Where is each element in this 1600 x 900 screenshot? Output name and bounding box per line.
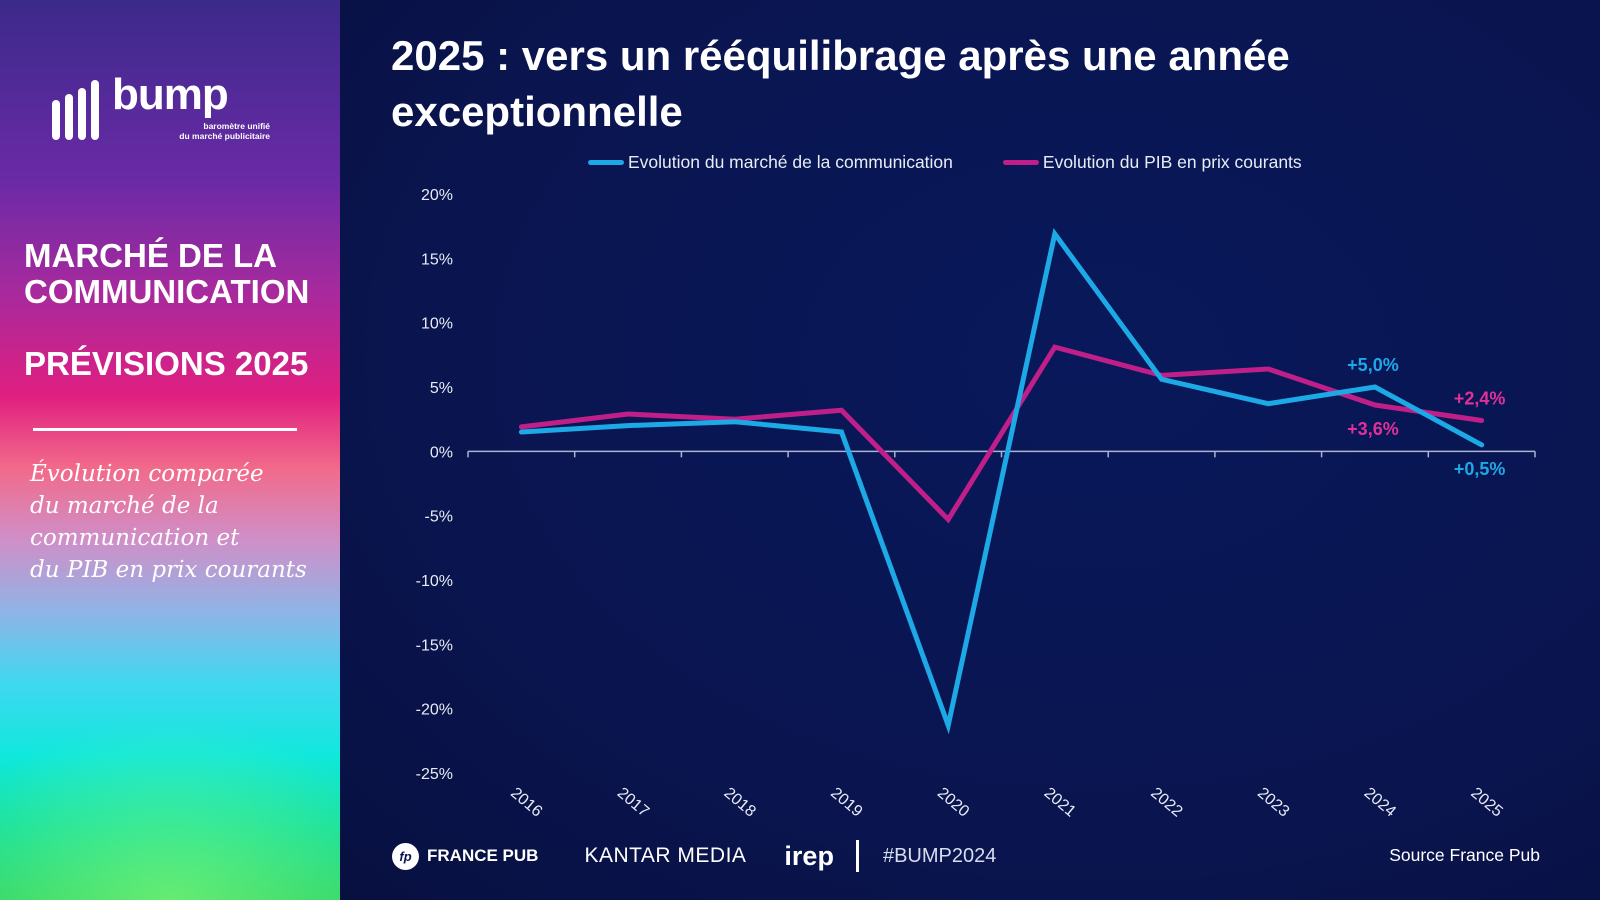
logo-tagline: baromètre unifié du marché publicitaire [120, 121, 270, 141]
x-tick-label: 2021 [1041, 785, 1079, 821]
chart-title: 2025 : vers un rééquilibrage après une a… [391, 32, 1290, 135]
y-tick-label: 0% [430, 444, 453, 461]
series-line-gdp [518, 344, 1485, 524]
france-pub-icon: fp [392, 842, 419, 870]
kantar-media-logo: KANTAR MEDIA [584, 844, 747, 867]
data-label: +5,0% [1347, 355, 1399, 375]
data-label: +0,5% [1454, 459, 1506, 479]
sidebar-description-line: du marché de la [30, 493, 219, 519]
x-tick-label: 2019 [827, 785, 865, 821]
sidebar-subheading: PRÉVISIONS 2025 [24, 345, 309, 382]
x-tick-label: 2017 [614, 785, 652, 821]
logo-word: bump [112, 70, 229, 119]
x-tick-label: 2020 [934, 785, 972, 821]
legend-item-market: Evolution du marché de la communication [588, 152, 953, 173]
y-tick-label: 10% [421, 316, 453, 333]
y-tick-label: -5% [425, 509, 453, 526]
sidebar: bump baromètre unifié du marché publicit… [0, 0, 340, 900]
x-tick-label: 2022 [1147, 785, 1185, 821]
source-note: Source France Pub [1389, 845, 1540, 865]
sidebar-description-line: Évolution comparée [30, 461, 264, 487]
irep-logo: irep [784, 840, 834, 871]
legend-item-gdp: Evolution du PIB en prix courants [1002, 151, 1302, 173]
france-pub-label: FRANCE PUB [427, 846, 539, 865]
x-tick-label: 2018 [721, 785, 759, 821]
y-tick-label: -15% [416, 637, 453, 654]
sidebar-description: Évolution comparée du marché de la commu… [30, 458, 330, 586]
sidebar-heading-line-2: COMMUNICATION [24, 273, 310, 310]
bump-logo: bump baromètre unifié du marché publicit… [50, 70, 270, 146]
footer-logos: fp FRANCE PUB KANTAR MEDIA irep #BUMP202… [392, 840, 996, 872]
y-tick-label: 20% [421, 187, 453, 204]
legend-swatch-market [588, 159, 624, 165]
legend-label-market: Evolution du marché de la communication [628, 151, 953, 172]
x-tick-label: 2023 [1254, 785, 1292, 821]
legend-swatch-gdp [1002, 159, 1039, 165]
sidebar-description-line: communication et [30, 525, 240, 551]
chart-legend: Evolution du marché de la communication … [588, 150, 1302, 174]
bars-logo-icon [52, 80, 99, 140]
legend-label-gdp: Evolution du PIB en prix courants [1042, 151, 1302, 172]
y-tick-label: 5% [430, 380, 453, 397]
footer-separator [855, 840, 859, 872]
y-tick-label: -10% [416, 573, 453, 590]
sidebar-heading-line-1: MARCHÉ DE LA [24, 237, 277, 274]
x-tick-label: 2016 [507, 785, 545, 821]
logo-tagline-line-1: baromètre unifié [203, 121, 270, 131]
data-label: +2,4% [1454, 388, 1506, 408]
y-tick-label: -20% [416, 702, 453, 719]
x-tick-label: 2025 [1467, 785, 1505, 821]
y-tick-label: -25% [416, 766, 453, 783]
main-panel [340, 0, 1600, 900]
logo-tagline-line-2: du marché publicitaire [179, 131, 270, 141]
footer-hashtag: #BUMP2024 [882, 844, 997, 867]
sidebar-description-line: du PIB en prix courants [30, 557, 307, 583]
x-tick-label: 2024 [1361, 785, 1399, 821]
sidebar-heading: MARCHÉ DE LA COMMUNICATION [24, 238, 334, 310]
data-label: +3,6% [1347, 419, 1399, 439]
y-tick-label: 15% [421, 251, 453, 268]
france-pub-logo: fp FRANCE PUB [392, 842, 539, 870]
series-line-market [518, 227, 1485, 735]
sidebar-divider [33, 428, 297, 431]
